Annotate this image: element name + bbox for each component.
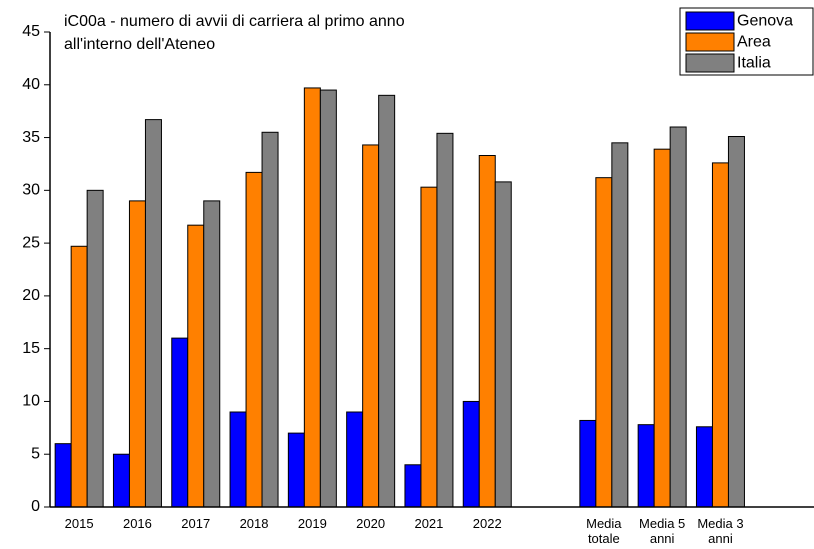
x-tick-label: Media 5 anni <box>639 516 686 546</box>
bar <box>420 186 438 508</box>
y-tick-label: 20 <box>22 287 40 304</box>
y-tick-label: 25 <box>22 234 40 251</box>
bar <box>346 411 364 508</box>
bar <box>187 224 205 508</box>
bar <box>711 162 729 508</box>
bar <box>462 400 480 508</box>
bar <box>579 419 597 508</box>
y-tick-label: 30 <box>22 182 40 199</box>
x-tick-label: 2018 <box>239 516 269 531</box>
y-tick-label: 15 <box>22 340 40 357</box>
x-tick-label: 2020 <box>356 516 386 531</box>
bar <box>287 432 305 508</box>
x-tick-label: 2017 <box>181 516 211 531</box>
bar <box>494 181 512 508</box>
x-tick-label: 2022 <box>472 516 502 531</box>
bar <box>54 443 72 508</box>
bar <box>478 155 496 508</box>
bar <box>727 136 745 508</box>
y-tick-label: 45 <box>22 23 40 40</box>
bar <box>128 200 146 508</box>
bar <box>595 177 613 508</box>
legend-label: Italia <box>737 55 771 72</box>
y-tick-label: 0 <box>31 498 40 515</box>
bar <box>362 144 380 508</box>
bar <box>611 142 629 508</box>
bar <box>303 87 321 508</box>
y-tick-label: 40 <box>22 76 40 93</box>
legend-label: Genova <box>737 13 793 30</box>
bar <box>695 426 713 508</box>
x-tick-label: 2019 <box>297 516 327 531</box>
bar <box>653 148 671 508</box>
bar <box>669 126 687 508</box>
bar <box>229 411 247 508</box>
legend-swatch <box>685 11 735 31</box>
bar <box>436 132 454 508</box>
legend-swatch <box>685 53 735 73</box>
y-tick-label: 35 <box>22 129 40 146</box>
bar <box>261 131 279 508</box>
chart-title-line: iC00a - numero di avvii di carriera al p… <box>64 13 405 30</box>
legend-swatch <box>685 32 735 52</box>
bar <box>404 464 422 508</box>
legend-label: Area <box>737 34 771 51</box>
y-tick-label: 5 <box>31 445 40 462</box>
x-tick-label: Media totale <box>586 516 622 546</box>
x-tick-label: 2016 <box>122 516 152 531</box>
x-tick-label: 2015 <box>64 516 94 531</box>
bar <box>319 89 337 508</box>
bar <box>637 424 655 508</box>
bar <box>245 171 263 508</box>
chart-title-line: all'interno dell'Ateneo <box>64 36 215 53</box>
x-tick-label: 2021 <box>414 516 444 531</box>
bar <box>171 337 189 508</box>
x-tick-label: Media 3 anni <box>697 516 744 546</box>
bar <box>378 94 396 508</box>
bar <box>203 200 221 508</box>
bar <box>86 189 104 508</box>
bar <box>144 119 162 508</box>
bar <box>70 245 88 508</box>
bar <box>112 453 130 508</box>
y-tick-label: 10 <box>22 393 40 410</box>
